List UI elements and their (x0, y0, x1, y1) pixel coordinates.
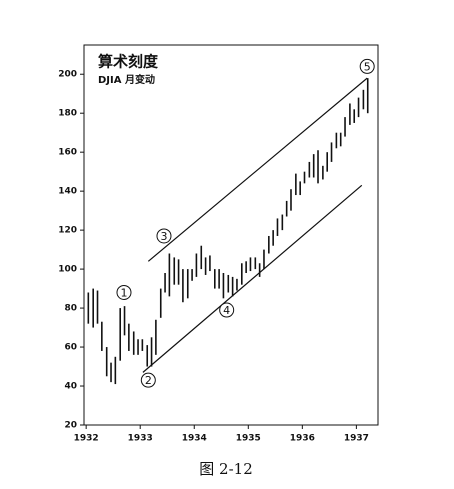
annotation-circle (156, 228, 172, 244)
y-tick-label: 20 (64, 421, 77, 431)
x-tick-label: 1932 (74, 434, 99, 444)
y-tick-label: 80 (64, 304, 77, 314)
chart-title: 算术刻度 (98, 53, 159, 71)
annotation-circle (219, 302, 235, 318)
caption: 图 2-12 (199, 460, 252, 478)
x-tick-label: 1933 (128, 434, 153, 444)
annotation-circle (359, 58, 375, 74)
y-tick-label: 40 (64, 382, 77, 392)
y-tick-label: 180 (58, 109, 77, 119)
y-tick-label: 200 (58, 70, 77, 80)
y-tick-label: 60 (64, 343, 77, 353)
annotation-circle (116, 284, 132, 300)
plot-frame (83, 44, 379, 426)
y-tick-label: 120 (58, 226, 77, 236)
annotation-label: 1 (120, 286, 127, 299)
annotation-label: 5 (364, 60, 371, 73)
x-tick-label: 1934 (182, 434, 207, 444)
y-tick-label: 100 (58, 265, 77, 275)
trend-line (142, 184, 363, 373)
annotation-label: 4 (223, 304, 230, 317)
annotation-label: 2 (145, 374, 152, 387)
trend-line (147, 77, 368, 262)
y-tick-label: 140 (58, 187, 77, 197)
x-tick-label: 1936 (290, 434, 315, 444)
x-tick-label: 1935 (236, 434, 261, 444)
annotation-label: 3 (160, 230, 167, 243)
chart-subtitle: DJIA 月变动 (98, 73, 155, 86)
y-tick-label: 160 (58, 148, 77, 158)
x-tick-label: 1937 (344, 434, 369, 444)
annotation-circle (140, 372, 156, 388)
